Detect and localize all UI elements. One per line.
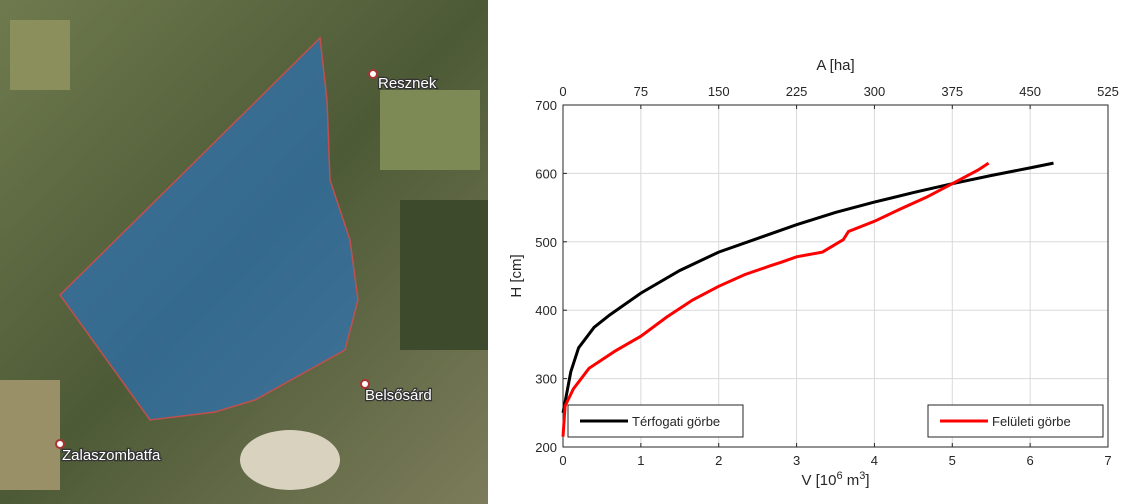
x2-axis-label: A [ha] [816, 57, 854, 74]
data-line [561, 161, 1054, 414]
x2-tick-label: 300 [864, 84, 886, 99]
data-line [561, 161, 990, 437]
plot-area [563, 105, 1108, 447]
y-tick-label: 500 [535, 235, 557, 250]
forest [400, 200, 488, 350]
map: Resznek Belsősárd Zalaszombatfa [0, 0, 488, 504]
x-axis-label-part: m [843, 472, 860, 489]
y-tick-label: 300 [535, 372, 557, 387]
field [10, 20, 70, 90]
place-marker [360, 379, 370, 389]
y-tick-label: 600 [535, 166, 557, 181]
field [0, 380, 60, 490]
plot-frame [562, 104, 1109, 448]
x2-tick-label: 450 [1019, 84, 1041, 99]
x-tick-label: 4 [871, 453, 878, 468]
field [380, 90, 480, 170]
x-tick-label: 0 [559, 453, 566, 468]
x2-tick-label: 150 [708, 84, 730, 99]
legend-label: Felületi görbe [992, 414, 1071, 429]
chart: 0 1 2 3 4 5 6 70 75 150 225 300 375 450 52520030040050… [508, 57, 1119, 489]
x-tick-label: 3 [793, 453, 800, 468]
x2-tick-label: 0 [559, 84, 566, 99]
x-axis-label-part: 3 [859, 470, 865, 482]
x2-tick-label: 225 [786, 84, 808, 99]
x2-tick-label: 75 [634, 84, 648, 99]
legend-label: Térfogati görbe [632, 414, 720, 429]
place-label: Belsősárd [365, 387, 432, 404]
place-marker [368, 69, 378, 79]
x-axis-label: V [106 m3] [801, 470, 869, 489]
y-tick-label: 200 [535, 440, 557, 455]
x-tick-label: 2 [715, 453, 722, 468]
place-label: Resznek [378, 75, 437, 92]
x-axis-label-part: 6 [836, 470, 842, 482]
x-tick-label: 6 [1027, 453, 1034, 468]
y-tick-label: 700 [535, 98, 557, 113]
x-axis-label-part: V [10 [801, 472, 836, 489]
place-label: Zalaszombatfa [62, 447, 161, 464]
catchment-area [59, 36, 359, 421]
x-tick-label: 7 [1104, 453, 1111, 468]
x-tick-label: 5 [949, 453, 956, 468]
x2-tick-label: 525 [1097, 84, 1119, 99]
x-axis-label-part: ] [865, 472, 869, 489]
y-tick-label: 400 [535, 303, 557, 318]
y-axis-label: H [cm] [508, 254, 525, 297]
place-marker [55, 439, 65, 449]
quarry [240, 430, 340, 490]
x-tick-label: 1 [637, 453, 644, 468]
x2-tick-label: 375 [941, 84, 963, 99]
